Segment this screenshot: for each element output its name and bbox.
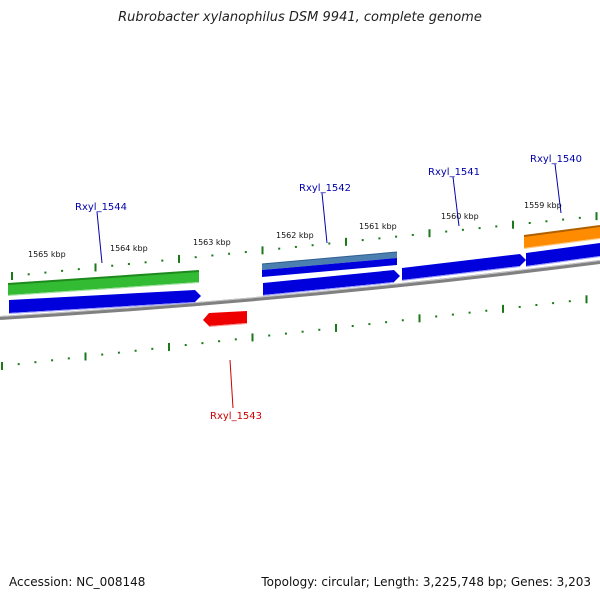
scale-label-1559: 1559 kbp (524, 201, 562, 210)
scale-label-1561: 1561 kbp (359, 222, 397, 231)
scale-label-1563: 1563 kbp (193, 238, 231, 247)
cds-arrow[interactable] (9, 290, 201, 313)
cds-arrow[interactable] (526, 243, 600, 266)
upper-scale-ruler (11, 212, 598, 280)
cds-arrow[interactable] (263, 270, 400, 295)
scale-label-1565: 1565 kbp (28, 250, 66, 259)
gene-label-rxyl-1543[interactable]: Rxyl_1543 (210, 411, 262, 422)
scale-label-1564: 1564 kbp (110, 244, 148, 253)
gene-bar-rxyl-1543[interactable] (203, 311, 247, 326)
genome-backbone-highlight (0, 260, 600, 317)
gene-bar-rxyl-1540[interactable] (524, 226, 600, 248)
gene-label-rxyl-1542[interactable]: Rxyl_1542 (299, 183, 351, 194)
accession-text: Accession: NC_008148 (9, 575, 146, 589)
cds-arrow-rxyl-1541[interactable] (402, 254, 526, 280)
gene-label-rxyl-1541[interactable]: Rxyl_1541 (428, 167, 480, 178)
map-title: Rubrobacter xylanophilus DSM 9941, compl… (118, 10, 482, 25)
scale-label-1562: 1562 kbp (276, 231, 314, 240)
gene-label-rxyl-1540[interactable]: Rxyl_1540 (530, 154, 582, 165)
gene-bar-rxyl-1544[interactable] (8, 271, 199, 295)
genome-summary-text: Topology: circular; Length: 3,225,748 bp… (261, 575, 591, 589)
lower-scale-ruler (1, 295, 588, 370)
gene-label-rxyl-1544[interactable]: Rxyl_1544 (75, 202, 127, 213)
gene-bar-rxyl-1542[interactable] (262, 252, 397, 270)
leader-lines (96, 163, 562, 409)
cds-track (8, 243, 600, 314)
genome-backbone (0, 260, 600, 320)
scale-label-1560: 1560 kbp (441, 212, 479, 221)
feature-track (7, 225, 600, 327)
gene-bar-rxyl-1542-cds[interactable] (262, 258, 397, 277)
